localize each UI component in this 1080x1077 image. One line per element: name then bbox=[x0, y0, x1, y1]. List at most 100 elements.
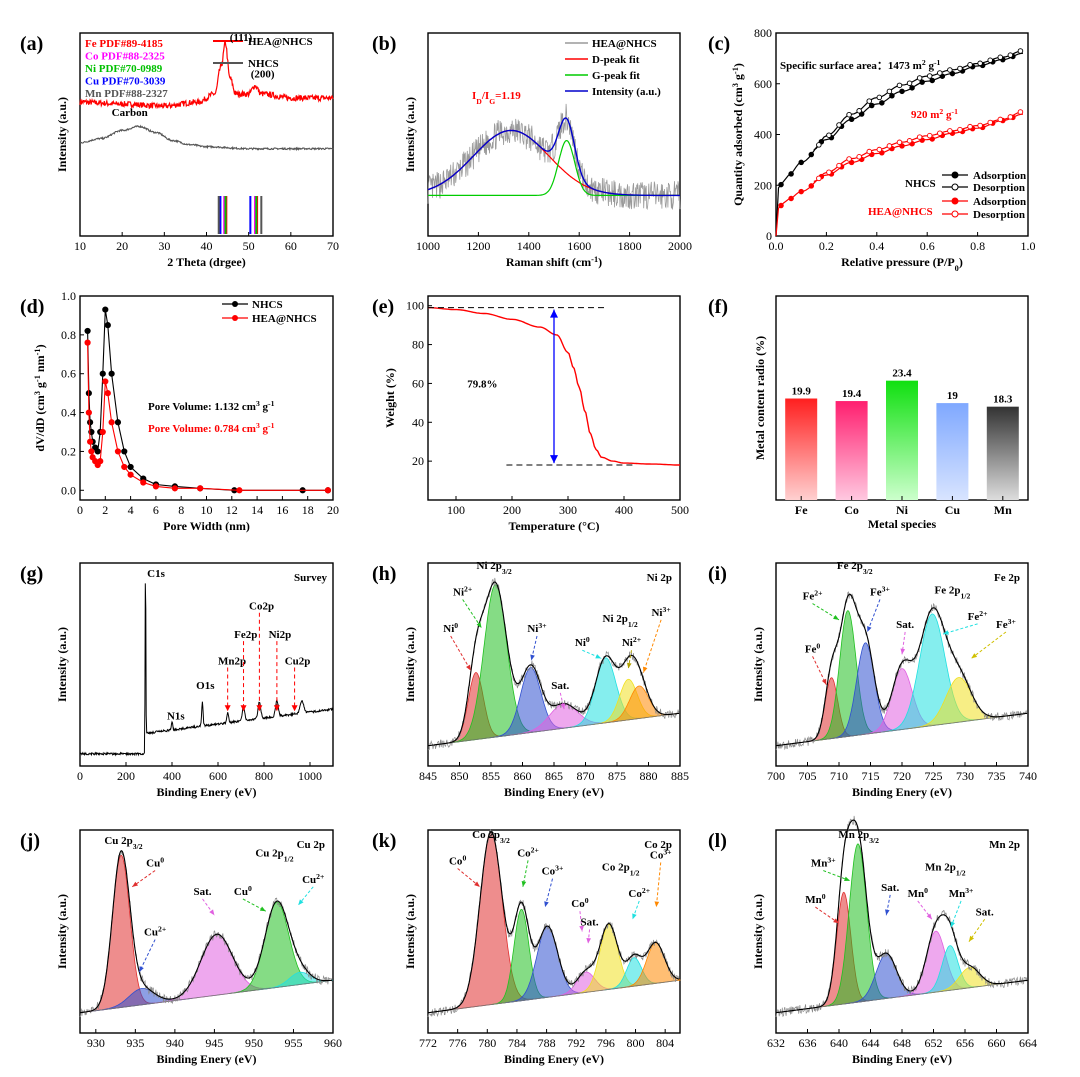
surface-area-annotation: Specific surface area：1473 m2 g-1 bbox=[780, 58, 941, 73]
legend-label: Adsorption bbox=[973, 196, 1026, 208]
x-tick-label: 788 bbox=[538, 1036, 556, 1050]
isotherm-point bbox=[896, 82, 903, 89]
x-axis-label: Binding Enery (eV) bbox=[504, 785, 604, 799]
peak-label: Ni2+ bbox=[622, 635, 641, 650]
legend-marker bbox=[951, 197, 959, 205]
fit-envelope bbox=[775, 593, 1028, 747]
peak-label: O1s bbox=[196, 680, 215, 692]
isotherm-point bbox=[947, 67, 953, 73]
peak-label: Cu2+ bbox=[144, 924, 166, 939]
peak-label: Mn0 bbox=[805, 892, 826, 907]
isotherm-point bbox=[856, 154, 862, 160]
pore-point bbox=[99, 428, 106, 436]
label-arrow bbox=[942, 623, 978, 635]
isotherm-point bbox=[886, 143, 893, 149]
panel-h: 845 850 855 860 865 870 875 880 885 Ni 2p Ni 2p3/2… bbox=[372, 560, 689, 799]
pdf-legend-entry: Ni PDF#70-0989 bbox=[85, 63, 163, 75]
x-tick-label: 0.4 bbox=[869, 239, 884, 253]
arrow-head bbox=[833, 614, 839, 620]
y-tick-label: 1.0 bbox=[61, 289, 76, 303]
isotherm-point bbox=[947, 128, 953, 134]
x-tick-label: 1200 bbox=[466, 239, 490, 253]
arrow-head bbox=[579, 925, 584, 932]
peak-annotation: (200) bbox=[251, 69, 275, 81]
x-tick-label: 870 bbox=[577, 769, 595, 783]
isotherm-point bbox=[997, 54, 1004, 61]
x-tick-label: 18 bbox=[302, 503, 314, 517]
isotherm-point bbox=[909, 85, 915, 91]
x-tick-label: 730 bbox=[956, 769, 974, 783]
pore-point bbox=[88, 448, 95, 455]
x-axis-label: Binding Enery (eV) bbox=[852, 785, 952, 799]
background-line bbox=[427, 980, 678, 1014]
isotherm-point bbox=[846, 111, 852, 118]
isotherm-point bbox=[967, 123, 973, 130]
isotherm-point bbox=[967, 62, 973, 68]
x-tick-label: 845 bbox=[419, 769, 437, 783]
panel-title: Cu 2p bbox=[297, 839, 325, 851]
x-tick-label: 30 bbox=[158, 239, 170, 253]
bar-fe bbox=[785, 398, 818, 500]
legend-label: NHCS bbox=[248, 58, 279, 70]
peak-label: Co2+ bbox=[628, 885, 650, 900]
x-tick-label: 10 bbox=[74, 239, 86, 253]
y-tick-label: 0.4 bbox=[61, 406, 76, 420]
isotherm-point bbox=[856, 108, 862, 114]
fit-envelope bbox=[427, 581, 680, 747]
legend-marker bbox=[232, 315, 238, 321]
pore-volume-annotation: Pore Volume: 1.132 cm3 g-1 bbox=[148, 399, 275, 414]
panel-label: (g) bbox=[20, 563, 43, 585]
isotherm-point bbox=[1017, 48, 1024, 54]
intensity-fit-curve bbox=[427, 117, 680, 197]
peak-label: Sat. bbox=[581, 916, 599, 928]
pore-point bbox=[152, 483, 159, 490]
arrow-head bbox=[950, 921, 955, 928]
isotherm-point bbox=[798, 159, 804, 166]
pore-point bbox=[94, 448, 101, 455]
legend-label: D-peak fit bbox=[592, 54, 640, 66]
y-tick-label: 20 bbox=[412, 454, 424, 468]
plot-frame bbox=[79, 829, 334, 1034]
pdf-legend-entry: Fe PDF#89-4185 bbox=[85, 38, 163, 50]
pore-point bbox=[97, 458, 104, 465]
label-arrow bbox=[866, 599, 881, 633]
pore-point bbox=[104, 322, 111, 329]
x-tick-label: 850 bbox=[451, 769, 469, 783]
panel-i: 700 705 710 715 720 725 730 735 740 Fe 2p Fe 2p3/2… bbox=[708, 560, 1037, 799]
y-axis-label: Intensity (a.u.) bbox=[55, 97, 69, 172]
pore-point bbox=[84, 327, 91, 335]
pore-point bbox=[108, 419, 115, 426]
panel-title: Mn 2p bbox=[989, 839, 1020, 851]
isotherm-point bbox=[788, 195, 794, 202]
isotherm-point bbox=[899, 88, 905, 95]
x-tick-label: 800 bbox=[255, 769, 273, 783]
x-axis-label: Temperature (°C) bbox=[508, 519, 599, 533]
x-tick-label: 50 bbox=[243, 239, 255, 253]
isotherm-point bbox=[778, 202, 784, 209]
x-tick-label: 500 bbox=[671, 503, 689, 517]
pore-volume-annotation: Pore Volume: 0.784 cm3 g-1 bbox=[148, 421, 275, 436]
peak-label: Co 2p1/2 bbox=[602, 862, 640, 878]
isotherm-point bbox=[906, 80, 913, 86]
x-tick-label: 70 bbox=[327, 239, 339, 253]
bar-co bbox=[835, 401, 868, 500]
raman-raw-curve bbox=[427, 103, 681, 211]
x-tick-label: 725 bbox=[925, 769, 943, 783]
isotherm-point bbox=[977, 60, 983, 67]
x-tick-label: 700 bbox=[767, 769, 785, 783]
y-axis-label: Intensity (a.u.) bbox=[55, 627, 69, 702]
x-tick-label: 960 bbox=[324, 1036, 342, 1050]
peak-label: Ni0 bbox=[575, 635, 590, 650]
peak-label: Co0 bbox=[571, 896, 588, 911]
peak-label: Co3+ bbox=[650, 847, 672, 862]
isotherm-point bbox=[896, 139, 903, 146]
panel-title: Ni 2p bbox=[647, 572, 672, 584]
y-axis-label: Intensity (a.u.) bbox=[751, 894, 765, 969]
x-tick-label: 1.0 bbox=[1021, 239, 1036, 253]
pore-point bbox=[236, 487, 243, 494]
x-tick-label: 804 bbox=[656, 1036, 674, 1050]
x-axis-label: Relative pressure (P/P0) bbox=[841, 255, 963, 273]
label-arrow bbox=[450, 635, 472, 671]
isotherm-point bbox=[926, 73, 933, 79]
arrow-head bbox=[942, 630, 949, 635]
